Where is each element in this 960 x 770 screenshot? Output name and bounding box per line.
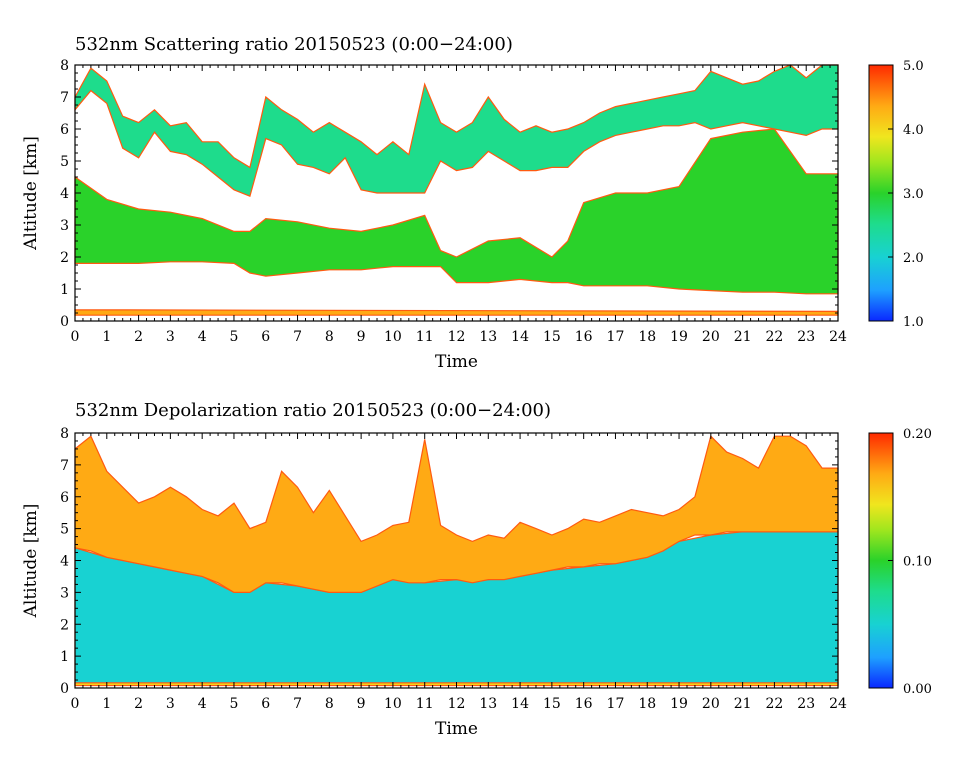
x-tick-label: 8 xyxy=(325,329,334,345)
x-tick-label: 16 xyxy=(575,696,593,712)
y-tick-label: 4 xyxy=(60,186,69,202)
x-tick-label: 6 xyxy=(261,696,270,712)
x-tick-label: 13 xyxy=(479,696,497,712)
x-tick-label: 11 xyxy=(416,329,434,345)
x-tick-label: 14 xyxy=(511,329,529,345)
x-tick-label: 18 xyxy=(638,329,656,345)
x-tick-label: 1 xyxy=(102,329,111,345)
chart-title: 532nm Scattering ratio 20150523 (0:00−24… xyxy=(75,34,513,55)
y-tick-label: 3 xyxy=(60,218,69,234)
y-axis-label: Altitude [km] xyxy=(21,504,41,619)
x-tick-label: 21 xyxy=(734,329,752,345)
x-tick-label: 19 xyxy=(670,329,688,345)
x-axis-label: Time xyxy=(435,719,478,739)
x-tick-label: 12 xyxy=(448,696,466,712)
y-axis-label: Altitude [km] xyxy=(21,136,41,251)
y-tick-label: 5 xyxy=(60,154,69,170)
x-tick-label: 0 xyxy=(71,696,80,712)
x-tick-label: 13 xyxy=(479,329,497,345)
y-tick-label: 6 xyxy=(60,122,69,138)
depolarization-ratio-panel: 532nm Depolarization ratio 20150523 (0:0… xyxy=(21,400,932,739)
chart-title: 532nm Depolarization ratio 20150523 (0:0… xyxy=(75,400,551,421)
x-tick-label: 6 xyxy=(261,329,270,345)
x-tick-label: 5 xyxy=(229,696,238,712)
x-tick-label: 8 xyxy=(325,696,334,712)
y-tick-label: 0 xyxy=(60,681,69,697)
x-tick-label: 1 xyxy=(102,696,111,712)
x-tick-label: 24 xyxy=(829,696,847,712)
x-tick-label: 3 xyxy=(166,696,175,712)
x-tick-label: 9 xyxy=(357,329,366,345)
x-tick-label: 7 xyxy=(293,696,302,712)
x-tick-label: 2 xyxy=(134,696,143,712)
x-tick-label: 24 xyxy=(829,329,847,345)
x-tick-label: 9 xyxy=(357,696,366,712)
x-tick-label: 14 xyxy=(511,696,529,712)
x-tick-label: 22 xyxy=(766,329,784,345)
x-tick-label: 4 xyxy=(198,696,207,712)
colorbar-tick-label: 4.0 xyxy=(903,123,924,138)
x-tick-label: 20 xyxy=(702,696,720,712)
x-tick-label: 23 xyxy=(797,696,815,712)
y-tick-label: 8 xyxy=(60,426,69,442)
y-tick-label: 1 xyxy=(60,649,69,665)
y-tick-label: 0 xyxy=(60,314,69,330)
x-tick-label: 18 xyxy=(638,696,656,712)
x-tick-label: 0 xyxy=(71,329,80,345)
x-tick-label: 20 xyxy=(702,329,720,345)
x-tick-label: 15 xyxy=(543,696,561,712)
x-tick-label: 2 xyxy=(134,329,143,345)
y-tick-label: 3 xyxy=(60,585,69,601)
colorbar-tick-label: 0.10 xyxy=(903,555,932,570)
scattering-ratio-panel: 532nm Scattering ratio 20150523 (0:00−24… xyxy=(21,34,924,372)
x-tick-label: 19 xyxy=(670,696,688,712)
colorbar-tick-label: 1.0 xyxy=(903,315,924,330)
y-tick-label: 5 xyxy=(60,522,69,538)
y-tick-label: 4 xyxy=(60,554,69,570)
x-tick-label: 10 xyxy=(384,329,402,345)
colorbar-tick-label: 2.0 xyxy=(903,251,924,266)
x-tick-label: 3 xyxy=(166,329,175,345)
colorbar-tick-label: 0.00 xyxy=(903,682,932,697)
x-tick-label: 10 xyxy=(384,696,402,712)
y-tick-label: 6 xyxy=(60,490,69,506)
y-tick-label: 7 xyxy=(60,90,69,106)
x-tick-label: 17 xyxy=(607,696,625,712)
x-axis-label: Time xyxy=(435,352,478,372)
x-tick-label: 5 xyxy=(229,329,238,345)
x-tick-label: 15 xyxy=(543,329,561,345)
x-tick-label: 21 xyxy=(734,696,752,712)
x-tick-label: 12 xyxy=(448,329,466,345)
y-tick-label: 2 xyxy=(60,617,69,633)
x-tick-label: 16 xyxy=(575,329,593,345)
x-tick-label: 4 xyxy=(198,329,207,345)
x-tick-label: 22 xyxy=(766,696,784,712)
y-tick-label: 2 xyxy=(60,250,69,266)
x-tick-label: 11 xyxy=(416,696,434,712)
y-tick-label: 7 xyxy=(60,458,69,474)
y-tick-label: 8 xyxy=(60,58,69,74)
x-tick-label: 17 xyxy=(607,329,625,345)
x-tick-label: 7 xyxy=(293,329,302,345)
colorbar-tick-label: 5.0 xyxy=(903,59,924,74)
surface-layer xyxy=(74,309,839,316)
colorbar-tick-label: 0.20 xyxy=(903,427,932,442)
colorbar-tick-label: 3.0 xyxy=(903,187,924,202)
y-tick-label: 1 xyxy=(60,282,69,298)
x-tick-label: 23 xyxy=(797,329,815,345)
